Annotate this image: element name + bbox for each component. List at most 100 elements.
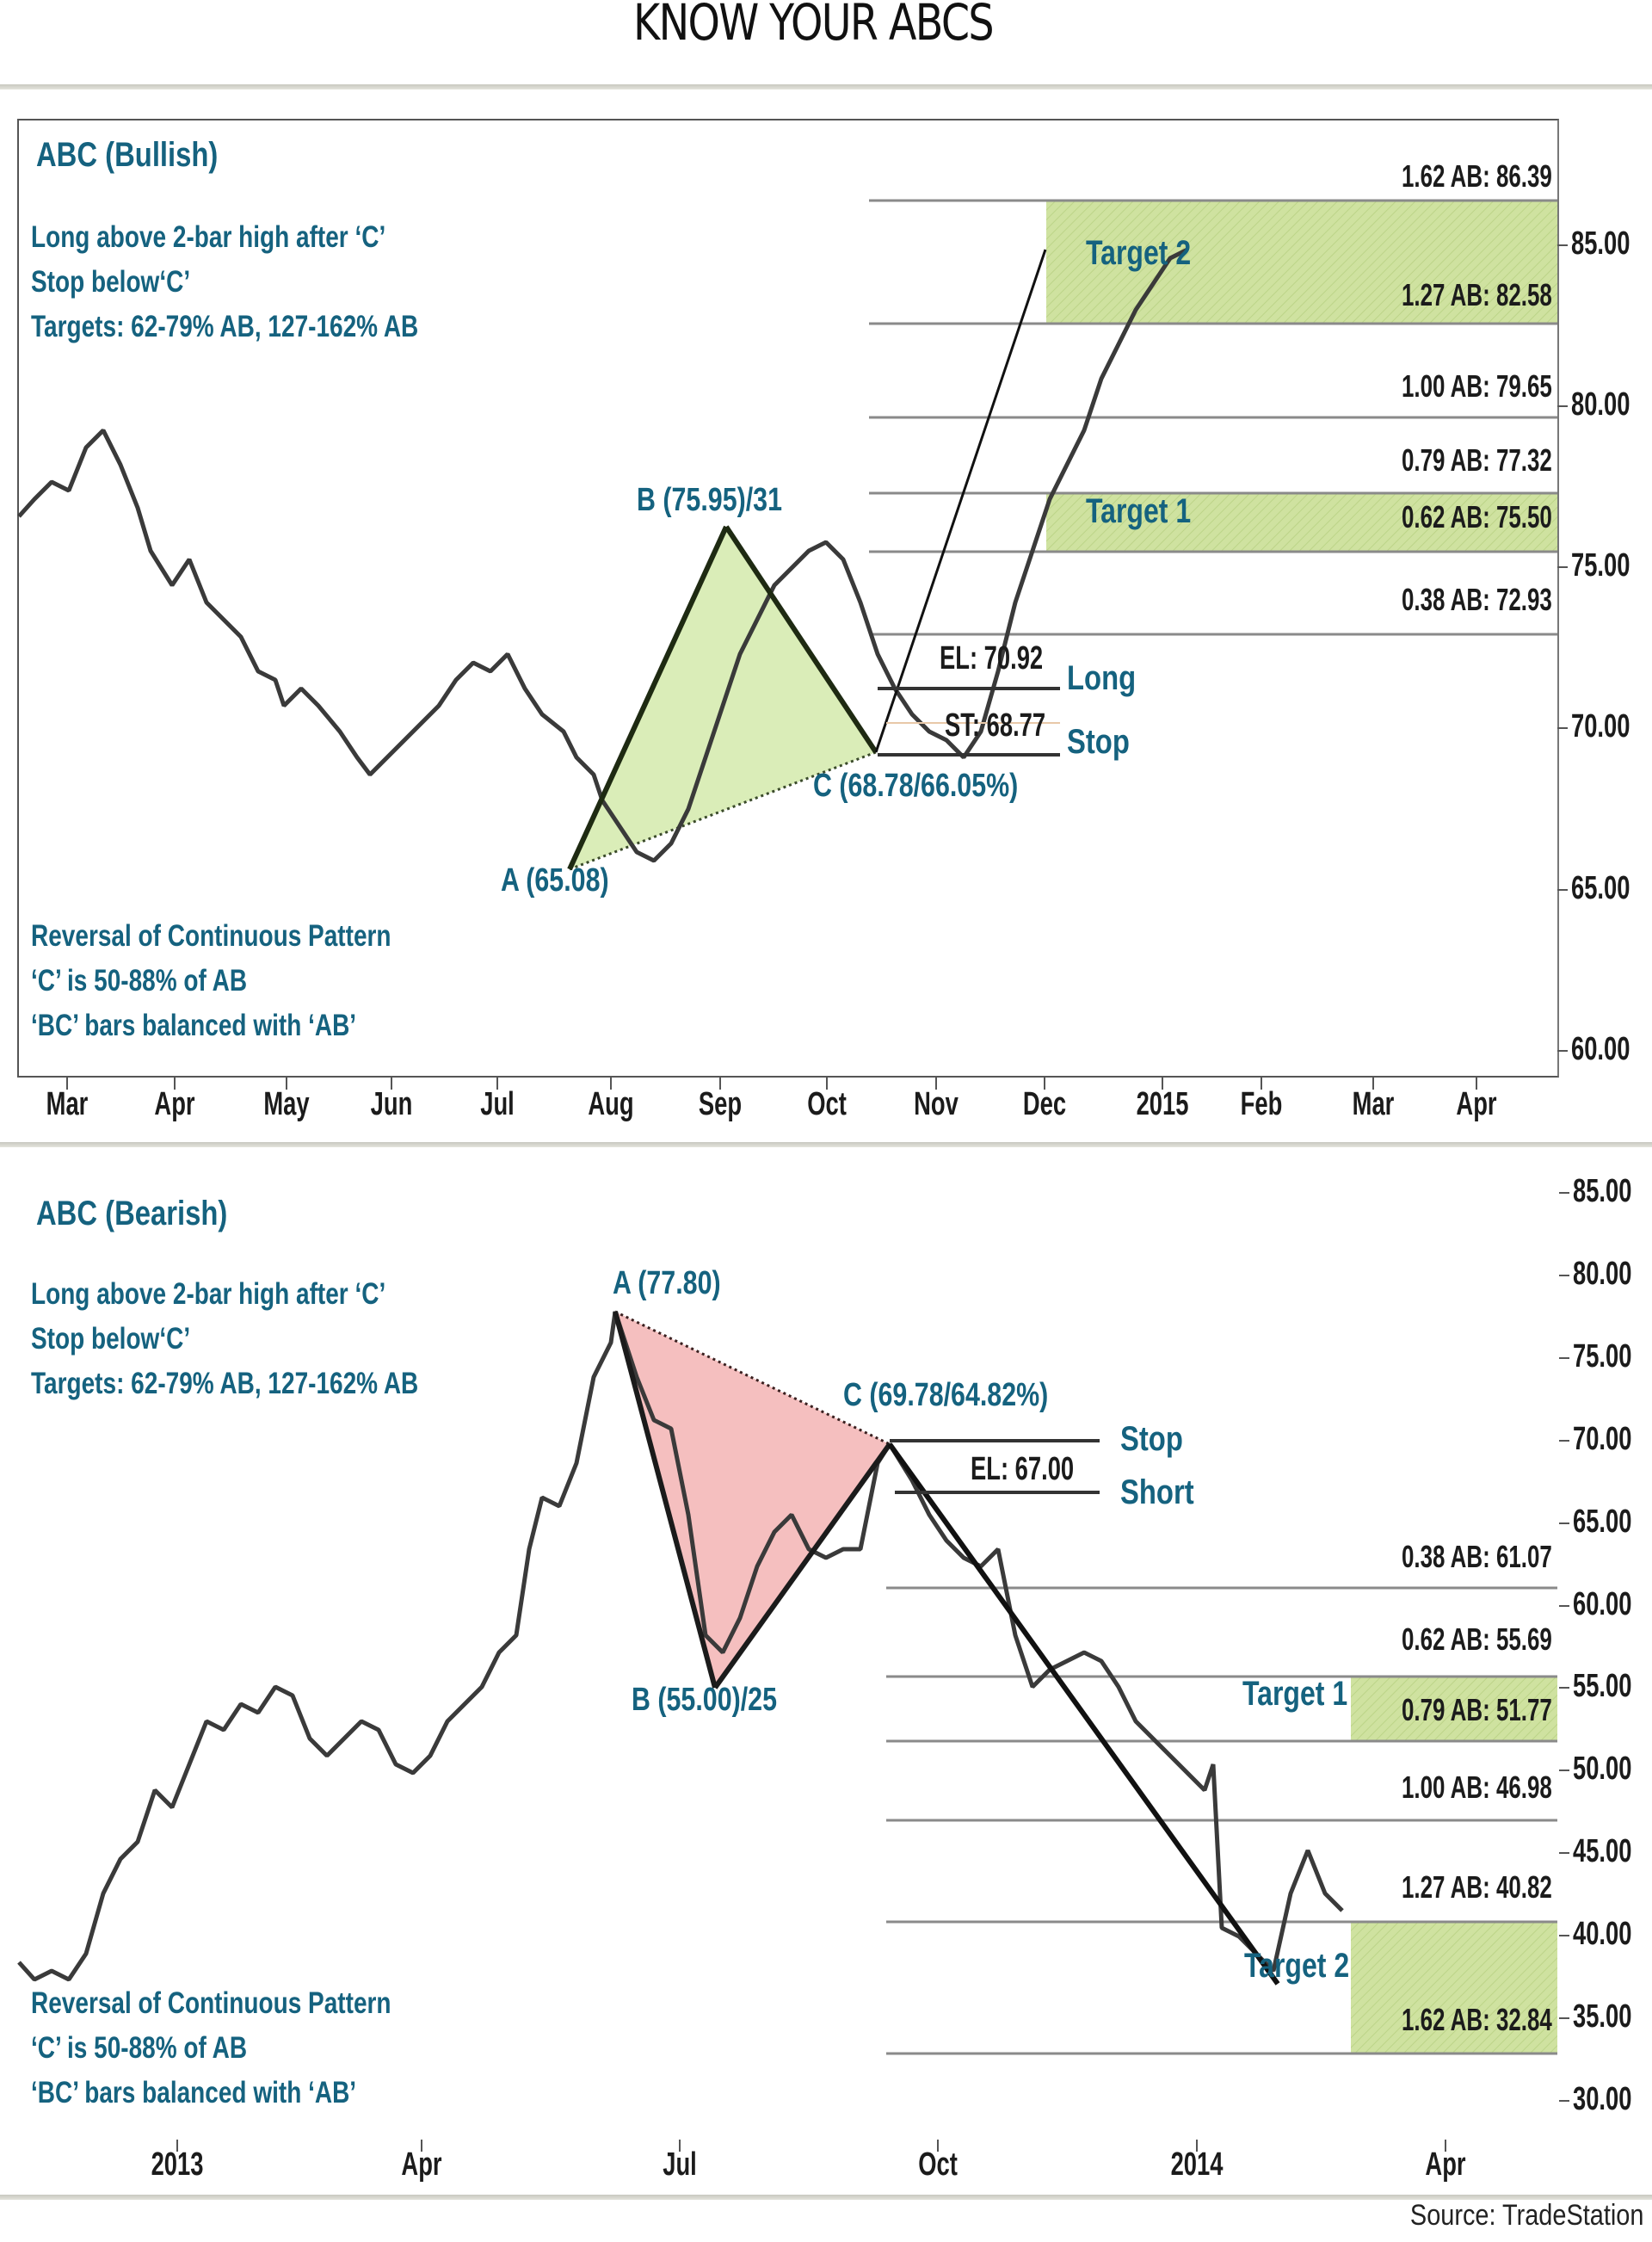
y-tick-label: 45.00 <box>1573 1833 1632 1869</box>
x-tick-label: May <box>263 1086 310 1122</box>
bearish-entry-tag: Short <box>1120 1473 1194 1511</box>
bearish-price-bars <box>17 1311 1344 1982</box>
y-tick-label: 70.00 <box>1573 1421 1632 1457</box>
bullish-stop-label: ST: 68.77 <box>945 707 1046 744</box>
bullish-point-c-label: C (68.78/66.05%) <box>813 768 1019 804</box>
bullish-fib-label: 0.38 AB: 72.93 <box>1402 582 1552 617</box>
x-tick-label: Oct <box>918 2146 958 2183</box>
bearish-entry-label: EL: 67.00 <box>971 1451 1075 1487</box>
x-tick-label: Dec <box>1022 1086 1067 1122</box>
page-title: KNOW YOUR ABCS <box>633 0 995 52</box>
bullish-fib-label: 1.27 AB: 82.58 <box>1402 277 1552 312</box>
bearish-abc-triangle <box>615 1312 890 1688</box>
x-tick-label: Apr <box>1456 1086 1497 1122</box>
x-tick-label: Feb <box>1240 1086 1283 1122</box>
x-tick-label: 2013 <box>151 2146 204 2183</box>
rule-line: ‘BC’ bars balanced with ‘AB’ <box>31 2076 357 2109</box>
y-tick-label: 75.00 <box>1573 1338 1632 1374</box>
bearish-fib-label: 0.38 AB: 61.07 <box>1402 1539 1552 1574</box>
bullish-entry-label: EL: 70.92 <box>940 640 1044 676</box>
bearish-target1-zone <box>1351 1677 1557 1741</box>
bullish-point-b-label: B (75.95)/31 <box>637 482 782 518</box>
bullish-price-bars <box>17 247 1189 863</box>
bearish-stop-tag: Stop <box>1120 1420 1183 1458</box>
x-tick-label: 2015 <box>1136 1086 1189 1122</box>
y-tick-label: 35.00 <box>1573 1998 1632 2035</box>
rule-line: ‘C’ is 50-88% of AB <box>31 964 248 997</box>
bullish-fib-lines <box>869 199 1557 636</box>
y-tick-label: 80.00 <box>1571 386 1630 423</box>
x-tick-label: Apr <box>154 1086 195 1122</box>
x-tick-label: Jul <box>663 2146 697 2183</box>
bearish-point-c-label: C (69.78/64.82%) <box>843 1377 1049 1413</box>
footer-divider <box>0 2195 1652 2200</box>
y-tick-label: 55.00 <box>1573 1668 1632 1704</box>
bearish-fib-label: 1.00 AB: 46.98 <box>1402 1770 1552 1805</box>
y-tick-label: 65.00 <box>1573 1504 1632 1540</box>
bullish-stop-tag: Stop <box>1067 723 1130 761</box>
y-tick-label: 60.00 <box>1571 1031 1630 1067</box>
bullish-point-a-label: A (65.08) <box>501 862 609 899</box>
rule-line: Stop below‘C’ <box>31 1322 191 1356</box>
bearish-fib-label: 1.62 AB: 32.84 <box>1402 2002 1552 2037</box>
bearish-rules-bottom: Reversal of Continuous Pattern ‘C’ is 50… <box>31 1981 391 2115</box>
x-tick-label: Aug <box>588 1086 634 1122</box>
bearish-fib-label: 0.79 AB: 51.77 <box>1402 1692 1552 1727</box>
x-tick-label: Jul <box>480 1086 515 1122</box>
y-tick-label: 30.00 <box>1573 2081 1632 2117</box>
source-credit: Source: TradeStation <box>1409 2199 1643 2232</box>
y-tick-label: 80.00 <box>1573 1256 1632 1292</box>
bullish-target1-zone <box>1046 493 1557 552</box>
panel-divider <box>0 1142 1652 1147</box>
x-tick-label: Oct <box>807 1086 847 1122</box>
y-tick-label: 60.00 <box>1573 1586 1632 1622</box>
bullish-fib-label: 0.79 AB: 77.32 <box>1402 442 1552 478</box>
rule-line: Targets: 62-79% AB, 127-162% AB <box>31 1367 419 1400</box>
bearish-rules-top: Long above 2-bar high after ‘C’ Stop bel… <box>31 1272 418 1406</box>
y-tick-label: 65.00 <box>1571 870 1630 906</box>
bullish-panel-title: ABC (Bullish) <box>36 136 219 174</box>
x-tick-label: Mar <box>46 1086 89 1122</box>
bullish-target1-label: Target 1 <box>1086 492 1192 530</box>
rule-line: Targets: 62-79% AB, 127-162% AB <box>31 310 419 343</box>
y-tick-label: 75.00 <box>1571 547 1630 584</box>
bearish-fib-label: 1.27 AB: 40.82 <box>1402 1869 1552 1905</box>
rule-line: Reversal of Continuous Pattern <box>31 919 391 953</box>
y-tick-label: 40.00 <box>1573 1916 1632 1952</box>
y-tick-label: 50.00 <box>1573 1751 1632 1787</box>
bearish-point-a-label: A (77.80) <box>613 1265 721 1301</box>
bearish-fib-label: 0.62 AB: 55.69 <box>1402 1621 1552 1657</box>
bearish-point-b-label: B (55.00)/25 <box>632 1682 777 1718</box>
x-tick-label: 2014 <box>1170 2146 1224 2183</box>
y-tick-label: 85.00 <box>1573 1173 1632 1209</box>
x-tick-label: Sep <box>698 1086 743 1122</box>
rule-line: ‘BC’ bars balanced with ‘AB’ <box>31 1009 357 1042</box>
rule-line: Stop below‘C’ <box>31 265 191 299</box>
rule-line: Reversal of Continuous Pattern <box>31 1986 391 2020</box>
x-tick-label: Jun <box>370 1086 413 1122</box>
bearish-target1-label: Target 1 <box>1242 1675 1348 1713</box>
bullish-target2-label: Target 2 <box>1086 234 1192 272</box>
bullish-rules-bottom: Reversal of Continuous Pattern ‘C’ is 50… <box>31 914 391 1048</box>
title-divider <box>0 84 1652 90</box>
bullish-fib-label: 1.00 AB: 79.65 <box>1402 368 1552 404</box>
bullish-entry-tag: Long <box>1067 659 1137 697</box>
bullish-fib-label: 1.62 AB: 86.39 <box>1402 158 1552 194</box>
x-tick-label: Apr <box>1425 2146 1466 2183</box>
rule-line: Long above 2-bar high after ‘C’ <box>31 220 386 254</box>
bearish-fib-lines <box>886 1586 1557 2055</box>
bullish-target2-zone <box>1046 201 1557 324</box>
bullish-rules-top: Long above 2-bar high after ‘C’ Stop bel… <box>31 215 418 349</box>
bullish-fib-label: 0.62 AB: 75.50 <box>1402 499 1552 534</box>
y-tick-label: 85.00 <box>1571 225 1630 262</box>
bullish-abc-triangle <box>570 527 876 869</box>
bearish-target2-zone <box>1351 1922 1557 2054</box>
x-tick-label: Mar <box>1352 1086 1395 1122</box>
bearish-panel-title: ABC (Bearish) <box>36 1195 228 1232</box>
x-tick-label: Nov <box>914 1086 959 1122</box>
rule-line: ‘C’ is 50-88% of AB <box>31 2031 248 2065</box>
rule-line: Long above 2-bar high after ‘C’ <box>31 1277 386 1311</box>
bearish-target2-label: Target 2 <box>1244 1947 1350 1985</box>
x-tick-label: Apr <box>401 2146 442 2183</box>
